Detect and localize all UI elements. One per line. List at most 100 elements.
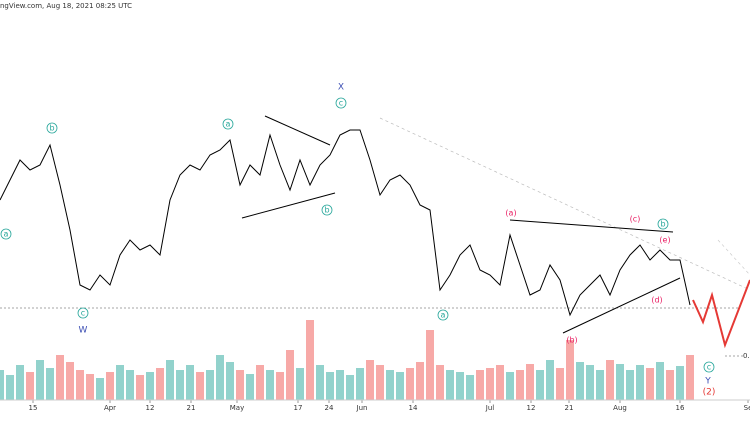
x-tick-label: 17: [294, 404, 303, 412]
wave-label: (c): [630, 215, 641, 224]
label-ring: [77, 307, 89, 319]
volume-bar: [106, 372, 114, 400]
x-tick-label: 12: [146, 404, 155, 412]
volume-bar: [46, 368, 54, 400]
volume-bar: [676, 366, 684, 400]
volume-bar: [246, 374, 254, 400]
volume-bar: [296, 368, 304, 400]
volume-bar: [356, 368, 364, 400]
volume-bar: [686, 355, 694, 400]
volume-bar: [306, 320, 314, 400]
x-tick-label: 21: [187, 404, 196, 412]
wave-label: b: [660, 220, 665, 229]
x-tick-label: May: [230, 404, 244, 412]
label-ring: [437, 309, 449, 321]
volume-bar: [646, 368, 654, 400]
volume-bar: [386, 370, 394, 400]
trendline: [241, 192, 336, 219]
wave-label: (b): [566, 336, 577, 345]
volume-bar: [326, 372, 334, 400]
label-ring: [222, 118, 234, 130]
x-tick-label: 12: [527, 404, 536, 412]
volume-bar: [606, 360, 614, 400]
volume-bar: [536, 370, 544, 400]
volume-bar: [556, 368, 564, 400]
volume-bar: [636, 365, 644, 400]
volume-bar: [56, 355, 64, 400]
wave-label: Y: [704, 377, 711, 387]
volume-bar: [396, 372, 404, 400]
wave-label: a: [4, 230, 9, 239]
volume-bar: [366, 360, 374, 400]
x-tick-label: Se: [744, 404, 750, 412]
volume-bar: [0, 370, 4, 400]
wave-label: b: [49, 124, 54, 133]
x-tick-label: 14: [409, 404, 418, 412]
volume-bar: [446, 370, 454, 400]
wave-label: (a): [505, 209, 516, 218]
volume-bar: [166, 360, 174, 400]
volume-bar: [376, 365, 384, 400]
volume-bar: [176, 370, 184, 400]
volume-bar: [216, 355, 224, 400]
volume-bar: [566, 340, 574, 400]
trendline: [562, 277, 681, 334]
volume-bar: [496, 365, 504, 400]
price-line: [0, 129, 691, 317]
dashed-trend: [717, 239, 750, 276]
volume-bar: [66, 362, 74, 400]
volume-bar: [416, 362, 424, 400]
x-tick-label: 24: [325, 404, 334, 412]
volume-bar: [316, 365, 324, 400]
volume-bar: [656, 362, 664, 400]
volume-bar: [196, 372, 204, 400]
volume-bar: [76, 370, 84, 400]
volume-bar: [596, 370, 604, 400]
volume-bar: [206, 370, 214, 400]
volume-bar: [586, 365, 594, 400]
volume-bar: [626, 370, 634, 400]
label-ring: [335, 97, 347, 109]
volume-bar: [146, 372, 154, 400]
wave-label: c: [339, 99, 343, 108]
price-label: 0.: [743, 352, 750, 360]
wave-label: a: [226, 120, 231, 129]
wave-label: (2): [703, 388, 716, 398]
x-tick-label: 15: [29, 404, 38, 412]
volume-layer: [0, 320, 694, 400]
trendline: [264, 115, 331, 146]
volume-bar: [406, 368, 414, 400]
label-ring: [657, 218, 669, 230]
x-tick-label: 16: [676, 404, 685, 412]
volume-bar: [346, 375, 354, 400]
wave-label: X: [338, 83, 344, 93]
wave-label: (e): [659, 236, 670, 245]
volume-bar: [236, 370, 244, 400]
volume-bar: [26, 372, 34, 400]
volume-bar: [456, 372, 464, 400]
wave-label: c: [707, 363, 711, 372]
volume-bar: [96, 378, 104, 400]
volume-bar: [156, 368, 164, 400]
volume-bar: [126, 370, 134, 400]
volume-bar: [86, 374, 94, 400]
volume-bar: [276, 372, 284, 400]
volume-bar: [476, 370, 484, 400]
volume-bar: [36, 360, 44, 400]
label-ring: [46, 122, 58, 134]
volume-bar: [466, 375, 474, 400]
projection: [692, 279, 750, 349]
wave-label: c: [81, 309, 85, 318]
x-tick-label: Apr: [104, 404, 116, 412]
volume-bar: [436, 365, 444, 400]
volume-bar: [426, 330, 434, 400]
volume-bar: [616, 364, 624, 400]
volume-bar: [516, 370, 524, 400]
volume-bar: [336, 370, 344, 400]
wave-labels: a b c W a b c X a (a) (b) (c) b (e) (d) …: [0, 83, 716, 398]
volume-bar: [136, 375, 144, 400]
trendline: [509, 219, 674, 233]
volume-bar: [116, 365, 124, 400]
dashed-trend: [379, 117, 750, 291]
